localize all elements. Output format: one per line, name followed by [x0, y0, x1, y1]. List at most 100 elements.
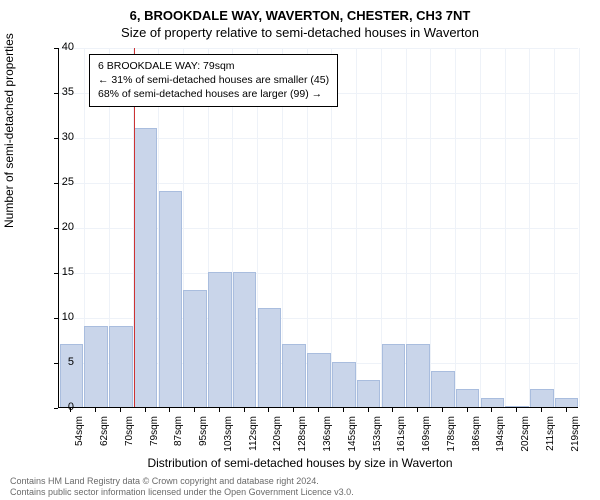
chart-title-main: 6, BROOKDALE WAY, WAVERTON, CHESTER, CH3…: [0, 0, 600, 23]
xtick-mark: [491, 408, 492, 412]
plot-area: 6 BROOKDALE WAY: 79sqm ← 31% of semi-det…: [58, 48, 578, 408]
histogram-bar: [84, 326, 108, 407]
histogram-bar: [307, 353, 331, 407]
histogram-bar: [258, 308, 282, 407]
histogram-bar: [481, 398, 505, 407]
xtick-mark: [293, 408, 294, 412]
xtick-mark: [194, 408, 195, 412]
xtick-mark: [145, 408, 146, 412]
ytick-mark: [54, 138, 58, 139]
ytick-mark: [54, 93, 58, 94]
histogram-bar: [357, 380, 381, 407]
ytick-mark: [54, 363, 58, 364]
xtick-label: 128sqm: [297, 416, 308, 460]
histogram-bar: [332, 362, 356, 407]
xtick-mark: [467, 408, 468, 412]
xtick-mark: [318, 408, 319, 412]
grid-line-v: [579, 48, 580, 407]
ytick-label: 15: [44, 266, 74, 278]
ytick-mark: [54, 48, 58, 49]
histogram-bar: [456, 389, 480, 407]
ytick-label: 35: [44, 86, 74, 98]
ytick-label: 30: [44, 131, 74, 143]
chart-title-sub: Size of property relative to semi-detach…: [0, 23, 600, 40]
xtick-mark: [70, 408, 71, 412]
footer-line-1: Contains HM Land Registry data © Crown c…: [10, 476, 354, 487]
xtick-label: 112sqm: [248, 416, 259, 460]
xtick-label: 79sqm: [149, 416, 160, 460]
xtick-label: 202sqm: [520, 416, 531, 460]
histogram-bar: [555, 398, 579, 407]
histogram-bar: [159, 191, 183, 407]
ytick-mark: [54, 228, 58, 229]
xtick-mark: [219, 408, 220, 412]
xtick-mark: [244, 408, 245, 412]
xtick-label: 169sqm: [421, 416, 432, 460]
histogram-bar: [134, 128, 158, 407]
grid-line-v: [455, 48, 456, 407]
histogram-bar: [233, 272, 257, 407]
xtick-label: 54sqm: [74, 416, 85, 460]
xtick-mark: [442, 408, 443, 412]
histogram-bar: [60, 344, 84, 407]
ytick-label: 10: [44, 311, 74, 323]
grid-line-v: [505, 48, 506, 407]
annotation-line-2: ← 31% of semi-detached houses are smalle…: [98, 73, 329, 87]
footer-text: Contains HM Land Registry data © Crown c…: [10, 476, 354, 498]
histogram-bar: [431, 371, 455, 407]
ytick-label: 25: [44, 176, 74, 188]
grid-line-h: [59, 48, 578, 49]
xtick-label: 87sqm: [173, 416, 184, 460]
grid-line-v: [480, 48, 481, 407]
xtick-mark: [343, 408, 344, 412]
xtick-mark: [566, 408, 567, 412]
grid-line-v: [356, 48, 357, 407]
histogram-bar: [530, 389, 554, 407]
y-axis-title: Number of semi-detached properties: [2, 33, 16, 228]
ytick-mark: [54, 408, 58, 409]
grid-line-v: [554, 48, 555, 407]
xtick-label: 136sqm: [322, 416, 333, 460]
xtick-label: 95sqm: [198, 416, 209, 460]
xtick-label: 194sqm: [495, 416, 506, 460]
xtick-mark: [268, 408, 269, 412]
histogram-bar: [505, 406, 529, 407]
histogram-bar: [109, 326, 133, 407]
xtick-label: 70sqm: [124, 416, 135, 460]
annotation-line-3: 68% of semi-detached houses are larger (…: [98, 87, 329, 101]
grid-line-v: [430, 48, 431, 407]
xtick-label: 103sqm: [223, 416, 234, 460]
xtick-mark: [392, 408, 393, 412]
xtick-mark: [169, 408, 170, 412]
xtick-label: 178sqm: [446, 416, 457, 460]
ytick-label: 20: [44, 221, 74, 233]
histogram-bar: [382, 344, 406, 407]
grid-line-v: [529, 48, 530, 407]
xtick-label: 186sqm: [471, 416, 482, 460]
xtick-mark: [120, 408, 121, 412]
xtick-mark: [516, 408, 517, 412]
histogram-bar: [208, 272, 232, 407]
histogram-bar: [183, 290, 207, 407]
ytick-mark: [54, 183, 58, 184]
footer-line-2: Contains public sector information licen…: [10, 487, 354, 498]
histogram-bar: [406, 344, 430, 407]
xtick-mark: [95, 408, 96, 412]
xtick-label: 219sqm: [570, 416, 581, 460]
ytick-label: 5: [44, 356, 74, 368]
xtick-mark: [368, 408, 369, 412]
xtick-label: 120sqm: [272, 416, 283, 460]
xtick-label: 153sqm: [372, 416, 383, 460]
xtick-label: 62sqm: [99, 416, 110, 460]
xtick-label: 161sqm: [396, 416, 407, 460]
xtick-mark: [541, 408, 542, 412]
xtick-label: 145sqm: [347, 416, 358, 460]
annotation-line-1: 6 BROOKDALE WAY: 79sqm: [98, 59, 329, 73]
ytick-mark: [54, 318, 58, 319]
xtick-mark: [417, 408, 418, 412]
annotation-box: 6 BROOKDALE WAY: 79sqm ← 31% of semi-det…: [89, 54, 338, 107]
histogram-bar: [282, 344, 306, 407]
xtick-label: 211sqm: [545, 416, 556, 460]
ytick-label: 40: [44, 41, 74, 53]
ytick-mark: [54, 273, 58, 274]
